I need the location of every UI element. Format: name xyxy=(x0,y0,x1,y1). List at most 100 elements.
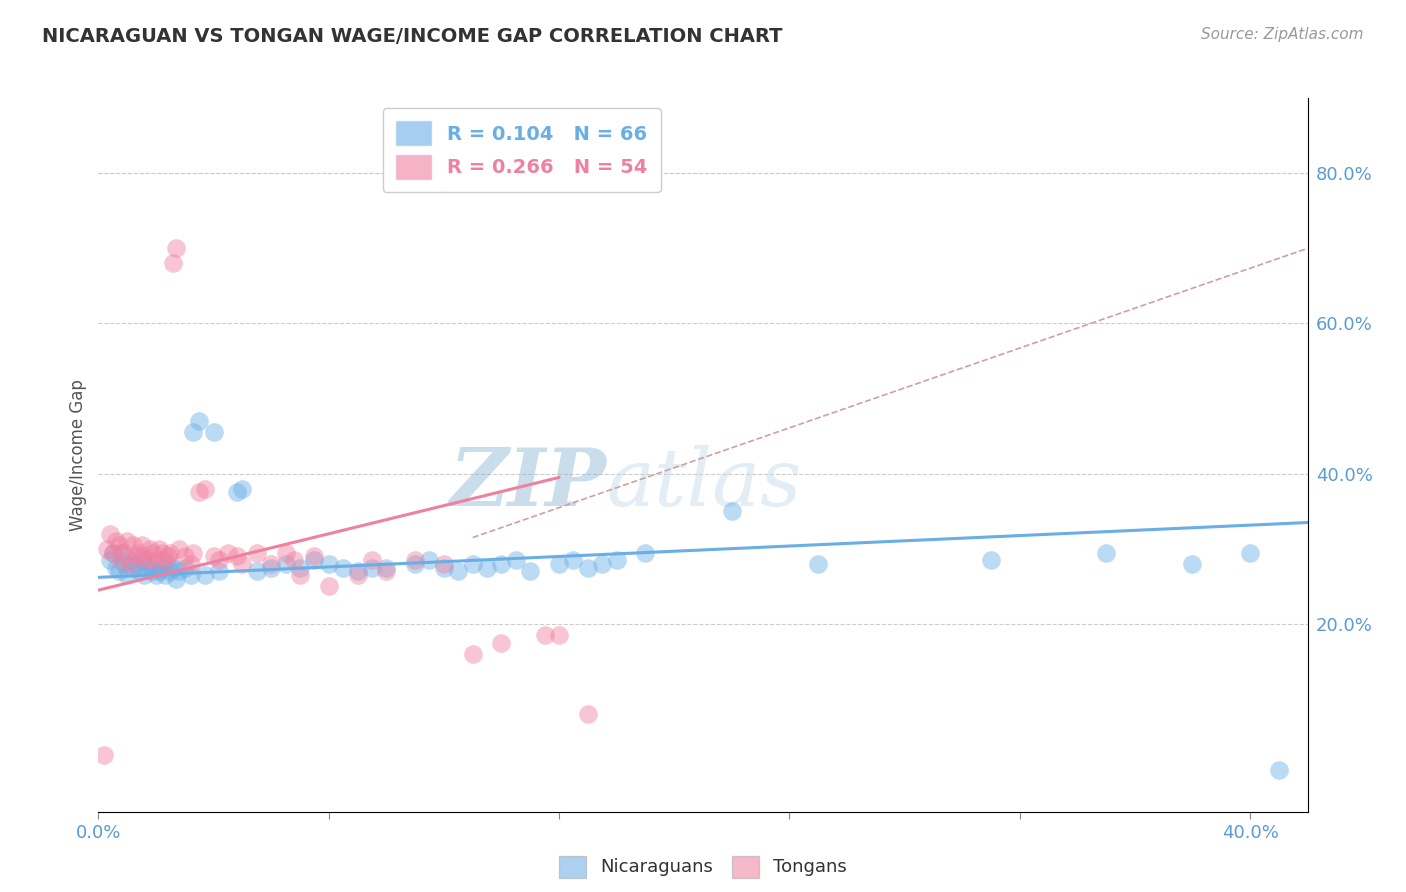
Point xyxy=(128,565,150,579)
Point xyxy=(208,553,231,567)
Text: Source: ZipAtlas.com: Source: ZipAtlas.com xyxy=(1201,27,1364,42)
Point xyxy=(433,557,456,571)
Point xyxy=(173,549,195,564)
Point xyxy=(720,504,742,518)
Point xyxy=(159,545,181,559)
Point xyxy=(533,628,555,642)
Point xyxy=(165,572,187,586)
Point xyxy=(194,482,217,496)
Point xyxy=(231,482,253,496)
Point xyxy=(107,565,129,579)
Point xyxy=(288,560,311,574)
Point xyxy=(120,557,142,571)
Point xyxy=(115,568,138,582)
Point xyxy=(131,553,153,567)
Point xyxy=(183,425,205,440)
Point xyxy=(1181,557,1204,571)
Point xyxy=(150,545,173,559)
Point xyxy=(576,707,599,722)
Point xyxy=(136,553,159,567)
Point xyxy=(110,545,132,559)
Point xyxy=(131,538,153,552)
Point xyxy=(404,553,426,567)
Point xyxy=(246,565,269,579)
Point xyxy=(318,579,340,593)
Point xyxy=(98,553,121,567)
Point xyxy=(134,568,156,582)
Point xyxy=(491,636,513,650)
Point xyxy=(375,560,398,574)
Point xyxy=(101,545,124,559)
Point xyxy=(1095,545,1118,559)
Point xyxy=(548,628,571,642)
Point xyxy=(112,545,135,559)
Point xyxy=(96,541,118,556)
Point xyxy=(288,568,311,582)
Point xyxy=(139,557,162,571)
Point xyxy=(231,557,253,571)
Point xyxy=(122,560,145,574)
Point xyxy=(112,557,135,571)
Point xyxy=(153,568,176,582)
Point xyxy=(142,545,165,559)
Point xyxy=(202,549,225,564)
Point xyxy=(122,538,145,552)
Point xyxy=(217,545,239,559)
Point xyxy=(153,553,176,567)
Point xyxy=(304,553,326,567)
Point xyxy=(159,565,181,579)
Point xyxy=(139,541,162,556)
Point xyxy=(283,553,305,567)
Point xyxy=(125,557,148,571)
Point xyxy=(260,560,283,574)
Point xyxy=(93,748,115,763)
Point xyxy=(346,568,368,582)
Point xyxy=(156,557,179,571)
Point xyxy=(447,565,470,579)
Point xyxy=(404,557,426,571)
Point xyxy=(634,545,657,559)
Point xyxy=(150,560,173,574)
Point xyxy=(134,549,156,564)
Point xyxy=(180,568,202,582)
Text: ZIP: ZIP xyxy=(450,445,606,522)
Point xyxy=(461,557,484,571)
Text: atlas: atlas xyxy=(606,445,801,522)
Point xyxy=(562,553,585,567)
Point xyxy=(980,553,1002,567)
Point xyxy=(346,565,368,579)
Point xyxy=(180,557,202,571)
Point xyxy=(167,541,190,556)
Point xyxy=(162,560,184,574)
Point xyxy=(591,557,613,571)
Point xyxy=(156,549,179,564)
Point xyxy=(225,485,247,500)
Point xyxy=(274,545,297,559)
Point xyxy=(505,553,527,567)
Point xyxy=(173,560,195,574)
Legend: Nicaraguans, Tongans: Nicaraguans, Tongans xyxy=(553,848,853,885)
Point xyxy=(225,549,247,564)
Point xyxy=(101,545,124,559)
Point xyxy=(183,545,205,559)
Point xyxy=(361,553,384,567)
Point xyxy=(148,541,170,556)
Point xyxy=(148,565,170,579)
Point xyxy=(274,557,297,571)
Point xyxy=(576,560,599,574)
Point xyxy=(98,526,121,541)
Point xyxy=(418,553,440,567)
Point xyxy=(188,414,211,428)
Point xyxy=(165,241,187,255)
Point xyxy=(167,565,190,579)
Point xyxy=(491,557,513,571)
Point xyxy=(110,553,132,567)
Point xyxy=(136,560,159,574)
Point xyxy=(188,485,211,500)
Point xyxy=(128,545,150,559)
Point xyxy=(208,565,231,579)
Point xyxy=(125,549,148,564)
Point xyxy=(194,568,217,582)
Point xyxy=(1239,545,1261,559)
Text: NICARAGUAN VS TONGAN WAGE/INCOME GAP CORRELATION CHART: NICARAGUAN VS TONGAN WAGE/INCOME GAP COR… xyxy=(42,27,783,45)
